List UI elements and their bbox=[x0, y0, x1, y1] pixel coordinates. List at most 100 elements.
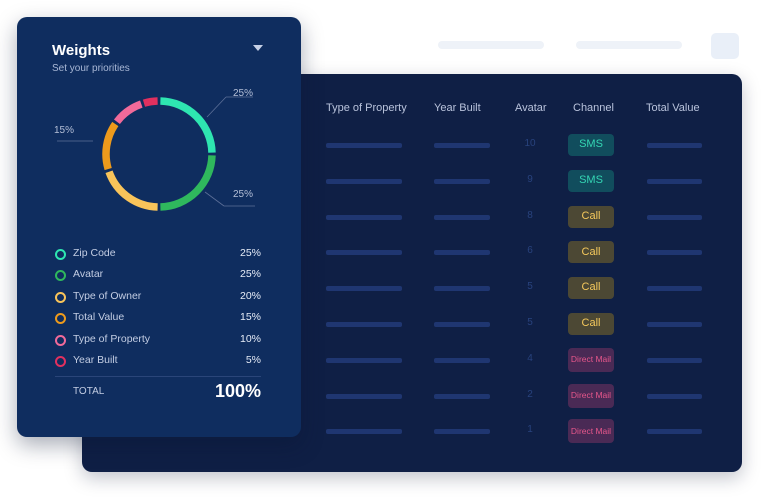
legend-value: 25% bbox=[239, 247, 261, 259]
donut-segment-total-value bbox=[102, 121, 119, 171]
table-row[interactable]: 6 Call bbox=[82, 241, 742, 264]
legend-item: Type of Owner 20% bbox=[55, 289, 261, 305]
total-value-placeholder bbox=[647, 143, 702, 148]
avatar-value: 10 bbox=[524, 138, 536, 149]
donut-leader-bottom-right-diag bbox=[204, 191, 225, 207]
avatar-value: 6 bbox=[527, 245, 533, 257]
column-header-avatar[interactable]: Avatar bbox=[515, 102, 547, 114]
type-of-property-placeholder bbox=[326, 178, 402, 184]
total-value-placeholder bbox=[647, 286, 702, 292]
weights-subtitle: Set your priorities bbox=[52, 63, 130, 74]
legend-item: Total Value 15% bbox=[55, 310, 261, 326]
type-of-property-placeholder bbox=[326, 429, 402, 435]
avatar-value: 5 bbox=[527, 281, 533, 293]
table-row[interactable]: 10 SMS bbox=[82, 134, 742, 156]
total-value-placeholder bbox=[647, 393, 702, 399]
year-built-placeholder bbox=[434, 429, 490, 435]
legend-value: 25% bbox=[239, 268, 261, 281]
table-row[interactable]: 4 Direct Mail bbox=[82, 347, 742, 372]
legend-dot-icon bbox=[55, 356, 66, 367]
legend-value: 10% bbox=[239, 332, 261, 345]
column-header-year-built[interactable]: Year Built bbox=[434, 102, 481, 114]
donut-segment-type-of-owner bbox=[105, 170, 158, 211]
year-built-placeholder bbox=[434, 143, 490, 148]
legend-dot-icon bbox=[55, 291, 66, 303]
channel-badge-mail[interactable]: Direct Mail bbox=[568, 419, 614, 444]
table-row[interactable]: 2 Direct Mail bbox=[82, 383, 742, 408]
chevron-down-icon[interactable] bbox=[253, 45, 263, 51]
legend-dot-icon bbox=[55, 334, 66, 346]
donut-segment-year-built bbox=[142, 97, 158, 107]
type-of-property-placeholder bbox=[326, 357, 402, 363]
donut-segment-avatar bbox=[160, 155, 216, 211]
type-of-property-placeholder bbox=[326, 322, 402, 327]
weights-title: Weights bbox=[52, 42, 111, 59]
legend-item: Type of Property 10% bbox=[55, 332, 261, 348]
legend-label: Avatar bbox=[73, 268, 104, 281]
header-placeholder-bar-2 bbox=[576, 41, 682, 49]
total-value-placeholder bbox=[647, 357, 702, 363]
total-value-placeholder bbox=[647, 214, 702, 220]
total-value-placeholder bbox=[647, 429, 702, 435]
channel-badge-mail[interactable]: Direct Mail bbox=[568, 347, 614, 372]
donut-leader-top-right-diag bbox=[206, 96, 227, 118]
year-built-placeholder bbox=[434, 393, 490, 399]
legend-item: Avatar 25% bbox=[55, 267, 261, 283]
table-row[interactable]: 8 Call bbox=[82, 205, 742, 228]
avatar-value: 1 bbox=[527, 424, 533, 436]
type-of-property-placeholder bbox=[326, 393, 402, 399]
legend-item: Zip Code 25% bbox=[55, 246, 261, 262]
channel-badge-sms[interactable]: SMS bbox=[568, 169, 614, 192]
legend-label: Type of Property bbox=[73, 332, 151, 345]
year-built-placeholder bbox=[434, 357, 490, 363]
avatar-value: 2 bbox=[527, 388, 533, 400]
legend-value: 5% bbox=[245, 354, 261, 366]
type-of-property-placeholder bbox=[326, 214, 402, 220]
table-row[interactable]: 5 Call bbox=[82, 313, 742, 335]
legend-label: Type of Owner bbox=[73, 289, 142, 302]
year-built-placeholder bbox=[434, 322, 490, 327]
total-value-placeholder bbox=[647, 178, 702, 184]
year-built-placeholder bbox=[434, 214, 490, 220]
donut-label-bottom-right: 25% bbox=[233, 189, 254, 200]
avatar-value: 8 bbox=[527, 209, 533, 221]
channel-badge-call[interactable]: Call bbox=[568, 241, 614, 264]
year-built-placeholder bbox=[434, 286, 490, 292]
table-row[interactable]: 9 SMS bbox=[82, 169, 742, 192]
type-of-property-placeholder bbox=[326, 286, 402, 292]
donut-label-left: 15% bbox=[54, 125, 75, 136]
total-label: TOTAL bbox=[73, 386, 105, 397]
table-row[interactable]: 1 Direct Mail bbox=[82, 419, 742, 444]
channel-badge-call[interactable]: Call bbox=[568, 277, 614, 300]
avatar-value: 5 bbox=[527, 317, 533, 328]
avatar-value: 4 bbox=[527, 352, 533, 364]
legend-label: Total Value bbox=[73, 311, 125, 324]
total-value: 100% bbox=[214, 381, 261, 401]
channel-badge-call[interactable]: Call bbox=[568, 205, 614, 228]
legend-value: 15% bbox=[239, 311, 261, 324]
legend-value: 20% bbox=[239, 289, 261, 302]
legend-dot-icon bbox=[55, 270, 66, 282]
total-value-placeholder bbox=[647, 250, 702, 256]
channel-badge-sms[interactable]: SMS bbox=[568, 134, 614, 156]
column-header-type-of-property[interactable]: Type of Property bbox=[326, 102, 407, 114]
legend-dot-icon bbox=[55, 313, 66, 325]
type-of-property-placeholder bbox=[326, 143, 402, 148]
donut-label-top-right: 25% bbox=[233, 88, 254, 99]
channel-badge-call[interactable]: Call bbox=[568, 313, 614, 335]
column-header-total-value[interactable]: Total Value bbox=[646, 102, 700, 114]
legend-item: Year Built 5% bbox=[55, 353, 261, 369]
table-row[interactable]: 5 Call bbox=[82, 277, 742, 300]
donut-segment-type-of-property bbox=[113, 100, 143, 125]
total-value-placeholder bbox=[647, 322, 702, 327]
avatar-value: 9 bbox=[527, 173, 533, 185]
column-header-channel[interactable]: Channel bbox=[573, 102, 614, 114]
weights-card: Weights Set your priorities 25% 15% 25% … bbox=[17, 17, 301, 437]
header-placeholder-bar-1 bbox=[438, 41, 544, 49]
channel-badge-mail[interactable]: Direct Mail bbox=[568, 383, 614, 408]
legend-label: Zip Code bbox=[73, 247, 116, 259]
header-placeholder-button[interactable] bbox=[711, 33, 739, 59]
weights-donut-chart bbox=[57, 96, 255, 211]
year-built-placeholder bbox=[434, 250, 490, 256]
year-built-placeholder bbox=[434, 178, 490, 184]
